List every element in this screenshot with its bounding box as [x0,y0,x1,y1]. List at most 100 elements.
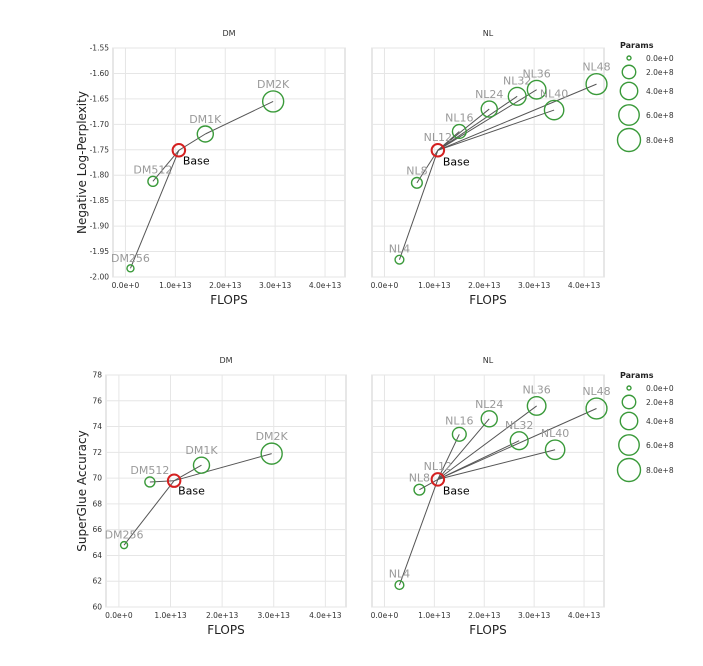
x-tick-label: 3.0e+13 [518,281,551,290]
y-axis-label: Negative Log-Perplexity [75,91,89,234]
chart-panel-4: 0.0e+0 1.0e+13 2.0e+13 3.0e+13 4.0e+13 NL FLOP… [371,356,611,637]
y-tick-label: 70 [92,474,102,483]
data-point [585,397,608,420]
y-tick-label: -1.90 [90,222,110,231]
point-label: DM1K [189,113,222,126]
legend-size-marker [616,457,642,483]
data-point [260,442,283,465]
chart-title: NL [483,356,494,365]
x-tick-label: 0.0e+0 [371,611,399,620]
legend-title: Params [620,41,654,50]
legend-label: 2.0e+8 [646,68,674,77]
connector-line [437,405,537,480]
x-tick-label: 3.0e+13 [258,611,291,620]
point-label: DM256 [105,529,144,542]
legend-label: 8.0e+8 [646,136,674,145]
legend-size-marker [626,55,632,61]
data-point [119,540,129,550]
y-tick-label: 76 [92,396,102,405]
legend-size-marker [616,127,642,153]
data-point [394,580,405,591]
y-tick-label: -1.65 [90,94,110,103]
legend-label: 4.0e+8 [646,417,674,426]
y-tick-label: -1.85 [90,196,110,205]
plot-frame [105,374,347,608]
data-point [147,175,159,188]
connector-line [437,95,518,151]
base-point [171,143,187,158]
connector-line [398,479,439,586]
x-tick-label: 0.0e+0 [105,611,133,620]
data-point [526,79,547,100]
x-axis-label: FLOPS [469,623,506,637]
point-label: Base [178,485,205,498]
y-tick-label: -1.70 [90,120,110,129]
point-label: NL4 [389,568,410,581]
base-tag-label: Base [443,155,470,168]
point-label: NL16 [445,414,473,427]
point-label: NL36 [522,67,550,80]
y-tick-label: 72 [92,448,102,457]
point-label: NL40 [540,87,568,100]
y-tick-label: 64 [92,551,102,560]
x-tick-label: 0.0e+0 [371,281,399,290]
x-axis-label: FLOPS [207,623,244,637]
legend-size-marker [621,64,637,80]
x-tick-label: 2.0e+13 [468,611,501,620]
point-label: NL24 [475,398,503,411]
x-tick-label: 1.0e+13 [418,611,451,620]
data-point [192,456,211,474]
chart-title: DM [219,356,232,365]
point-label: NL8 [406,164,427,177]
connector-line [129,150,180,269]
point-label: DM1K [185,444,218,457]
connector-line [437,108,490,151]
connector-line [205,100,274,135]
x-tick-label: 3.0e+13 [518,611,551,620]
x-tick-label: 1.0e+13 [418,281,451,290]
legend-label: 4.0e+8 [646,87,674,96]
plot-frame [371,374,605,608]
point-label: NL40 [541,427,569,440]
size-legend-2: Params 0.0e+0 2.0e+8 4.0e+8 6.0e+8 8.0e+8 [616,371,674,483]
y-tick-label: 78 [92,371,102,380]
connector-line [398,150,439,260]
chart-panel-2: 0.0e+0 1.0e+13 2.0e+13 3.0e+13 4.0e+13 NL FLOP… [371,29,611,307]
chart-panel-1: 0.0e+0 1.0e+13 2.0e+13 3.0e+13 4.0e+13 -2.00 -… [75,29,346,307]
legend-size-marker [621,394,637,410]
x-tick-label: 1.0e+13 [154,611,187,620]
legend-size-marker [626,385,632,391]
y-tick-label: 62 [92,577,102,586]
data-point [544,439,566,461]
x-tick-label: 1.0e+13 [159,281,192,290]
x-tick-label: 4.0e+13 [309,611,342,620]
y-tick-label: 66 [92,525,102,534]
point-label: DM256 [111,252,150,265]
data-point [196,125,215,143]
point-label: NL24 [475,88,503,101]
y-tick-label: 74 [92,422,102,431]
point-label: NL32 [503,74,531,87]
legend-size-marker [618,434,640,456]
y-tick-label: -2.00 [90,273,110,282]
data-point [585,73,608,96]
point-label: NL32 [505,419,533,432]
data-point [126,264,135,273]
legend-size-marker [618,104,640,126]
x-tick-label: 0.0e+0 [112,281,140,290]
connector-line [437,434,460,480]
plot-frame [371,47,605,278]
point-label: DM512 [130,464,169,477]
data-point [543,99,565,121]
connector-line [419,478,439,491]
y-tick-label: -1.75 [90,145,110,154]
point-label: NL48 [582,61,610,74]
size-legend-1: Params 0.0e+0 2.0e+8 4.0e+8 6.0e+8 8.0e+8 [616,41,674,153]
legend-label: 0.0e+0 [646,384,674,393]
point-label: NL48 [582,385,610,398]
base-point [166,473,182,488]
chart-panel-3: 0.0e+0 1.0e+13 2.0e+13 3.0e+13 4.0e+13 60 62 64… [75,356,347,637]
y-tick-label: -1.60 [90,69,110,78]
x-tick-label: 4.0e+13 [568,611,601,620]
connector-line [437,83,597,151]
